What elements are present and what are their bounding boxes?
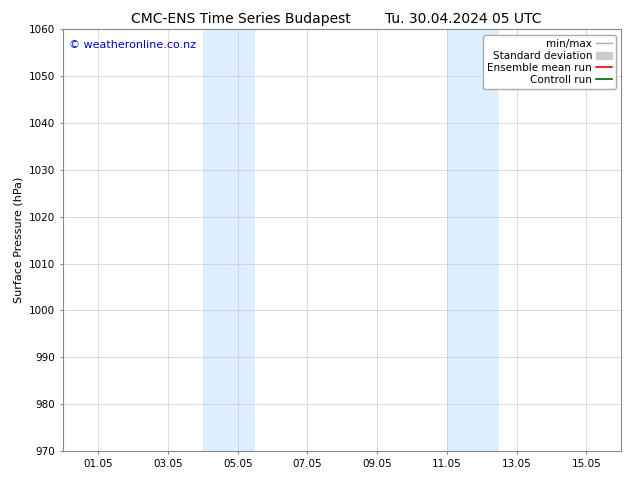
- Bar: [203, 29, 255, 451]
- Bar: [447, 29, 500, 451]
- Legend: min/max, Standard deviation, Ensemble mean run, Controll run: min/max, Standard deviation, Ensemble me…: [483, 35, 616, 89]
- Text: CMC-ENS Time Series Budapest: CMC-ENS Time Series Budapest: [131, 12, 351, 26]
- Text: © weatheronline.co.nz: © weatheronline.co.nz: [69, 40, 196, 50]
- Text: Tu. 30.04.2024 05 UTC: Tu. 30.04.2024 05 UTC: [385, 12, 541, 26]
- Y-axis label: Surface Pressure (hPa): Surface Pressure (hPa): [13, 177, 23, 303]
